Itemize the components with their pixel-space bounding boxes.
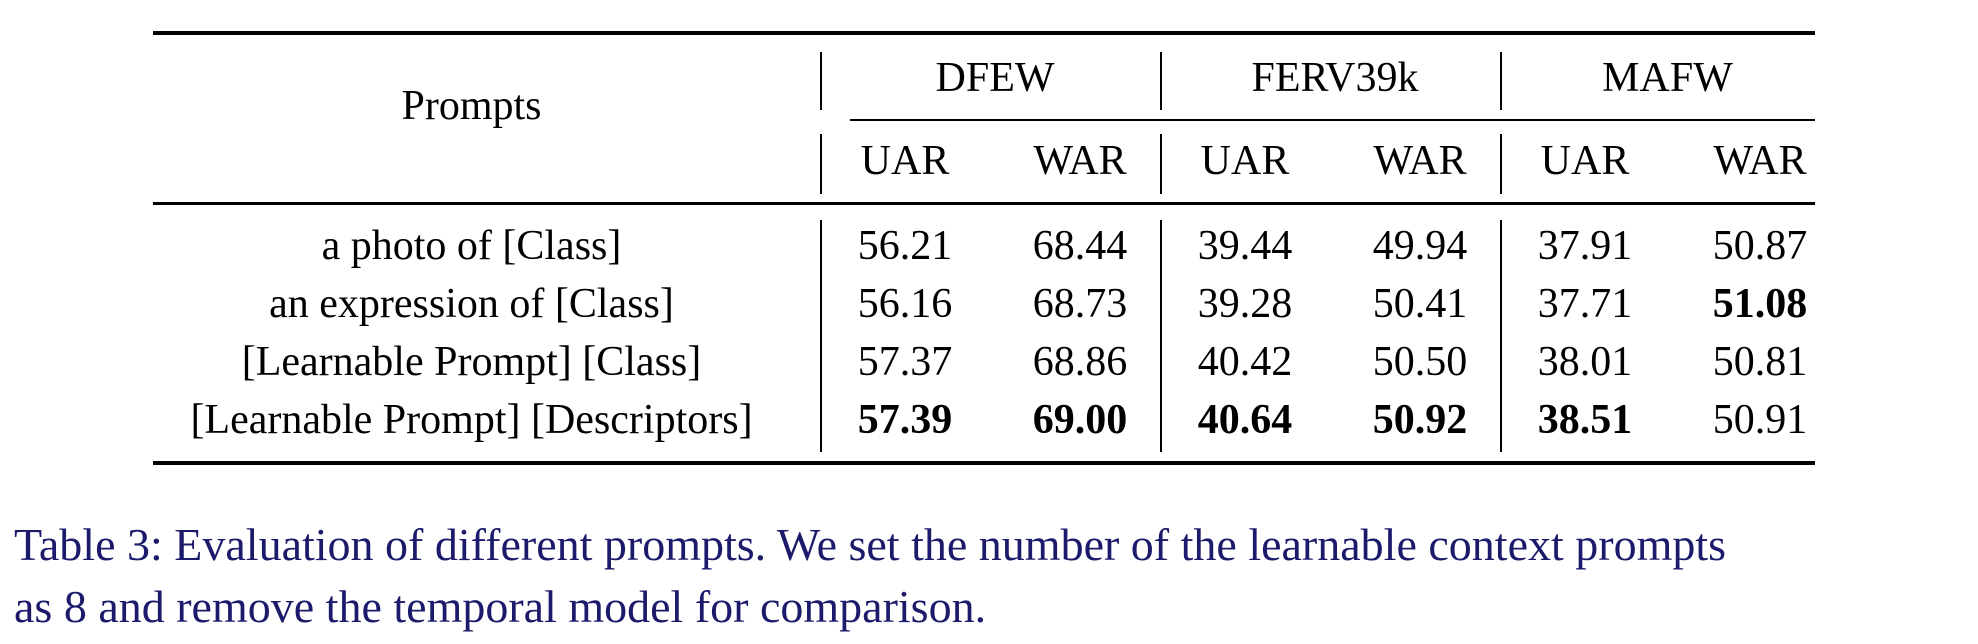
- table-cell: 37.71: [1537, 281, 1633, 327]
- table-cell: 39.44: [1197, 223, 1293, 269]
- table-cell: 40.64: [1197, 397, 1293, 443]
- caption-line: Table 3: Evaluation of different prompts…: [14, 519, 1727, 570]
- table-cell: 56.21: [857, 223, 953, 269]
- table-cell: 50.50: [1372, 339, 1468, 385]
- table-cell: 39.28: [1197, 281, 1293, 327]
- stub-header: Prompts: [401, 83, 542, 129]
- row-label: [Learnable Prompt] [Class]: [241, 339, 702, 385]
- table-cell: 68.73: [1032, 281, 1128, 327]
- table-top-rule: [153, 31, 1815, 35]
- column-separator: [820, 52, 822, 110]
- table-cell: 57.37: [857, 339, 953, 385]
- row-label: an expression of [Class]: [269, 281, 674, 327]
- table-cell: 50.91: [1712, 397, 1808, 443]
- group-header-rule: [850, 119, 1815, 121]
- table-bottom-rule: [153, 461, 1815, 465]
- table-cell: 38.01: [1537, 339, 1633, 385]
- table-cell: 50.87: [1712, 223, 1808, 269]
- table-cell: 69.00: [1032, 397, 1128, 443]
- table-cell: 37.91: [1537, 223, 1633, 269]
- column-separator: [1160, 52, 1162, 110]
- column-separator: [820, 134, 822, 194]
- table-cell: 56.16: [857, 281, 953, 327]
- table-cell: 38.51: [1537, 397, 1633, 443]
- table-cell: 68.44: [1032, 223, 1128, 269]
- table-cell: 40.42: [1197, 339, 1293, 385]
- group-header-mafw: MAFW: [1602, 55, 1733, 101]
- column-separator: [1500, 52, 1502, 110]
- metric-header: WAR: [1373, 138, 1467, 184]
- metric-header: WAR: [1713, 138, 1807, 184]
- column-separator: [1160, 220, 1162, 452]
- table-cell: 68.86: [1032, 339, 1128, 385]
- row-label: [Learnable Prompt] [Descriptors]: [190, 397, 753, 443]
- metric-header: UAR: [860, 138, 950, 184]
- row-label: a photo of [Class]: [321, 223, 622, 269]
- group-header-dfew: DFEW: [935, 55, 1055, 101]
- table-cell: 49.94: [1372, 223, 1468, 269]
- table-cell: 50.41: [1372, 281, 1468, 327]
- column-separator: [820, 220, 822, 452]
- table-cell: 50.92: [1372, 397, 1468, 443]
- metric-header: UAR: [1540, 138, 1630, 184]
- group-header-ferv39k: FERV39k: [1251, 55, 1419, 101]
- table-cell: 50.81: [1712, 339, 1808, 385]
- column-separator: [1500, 134, 1502, 194]
- table-header-rule: [153, 202, 1815, 205]
- column-separator: [1160, 134, 1162, 194]
- metric-header: UAR: [1200, 138, 1290, 184]
- column-separator: [1500, 220, 1502, 452]
- metric-header: WAR: [1033, 138, 1127, 184]
- table-cell: 57.39: [857, 397, 953, 443]
- caption-line: as 8 and remove the temporal model for c…: [14, 581, 987, 632]
- table-cell: 51.08: [1712, 281, 1808, 327]
